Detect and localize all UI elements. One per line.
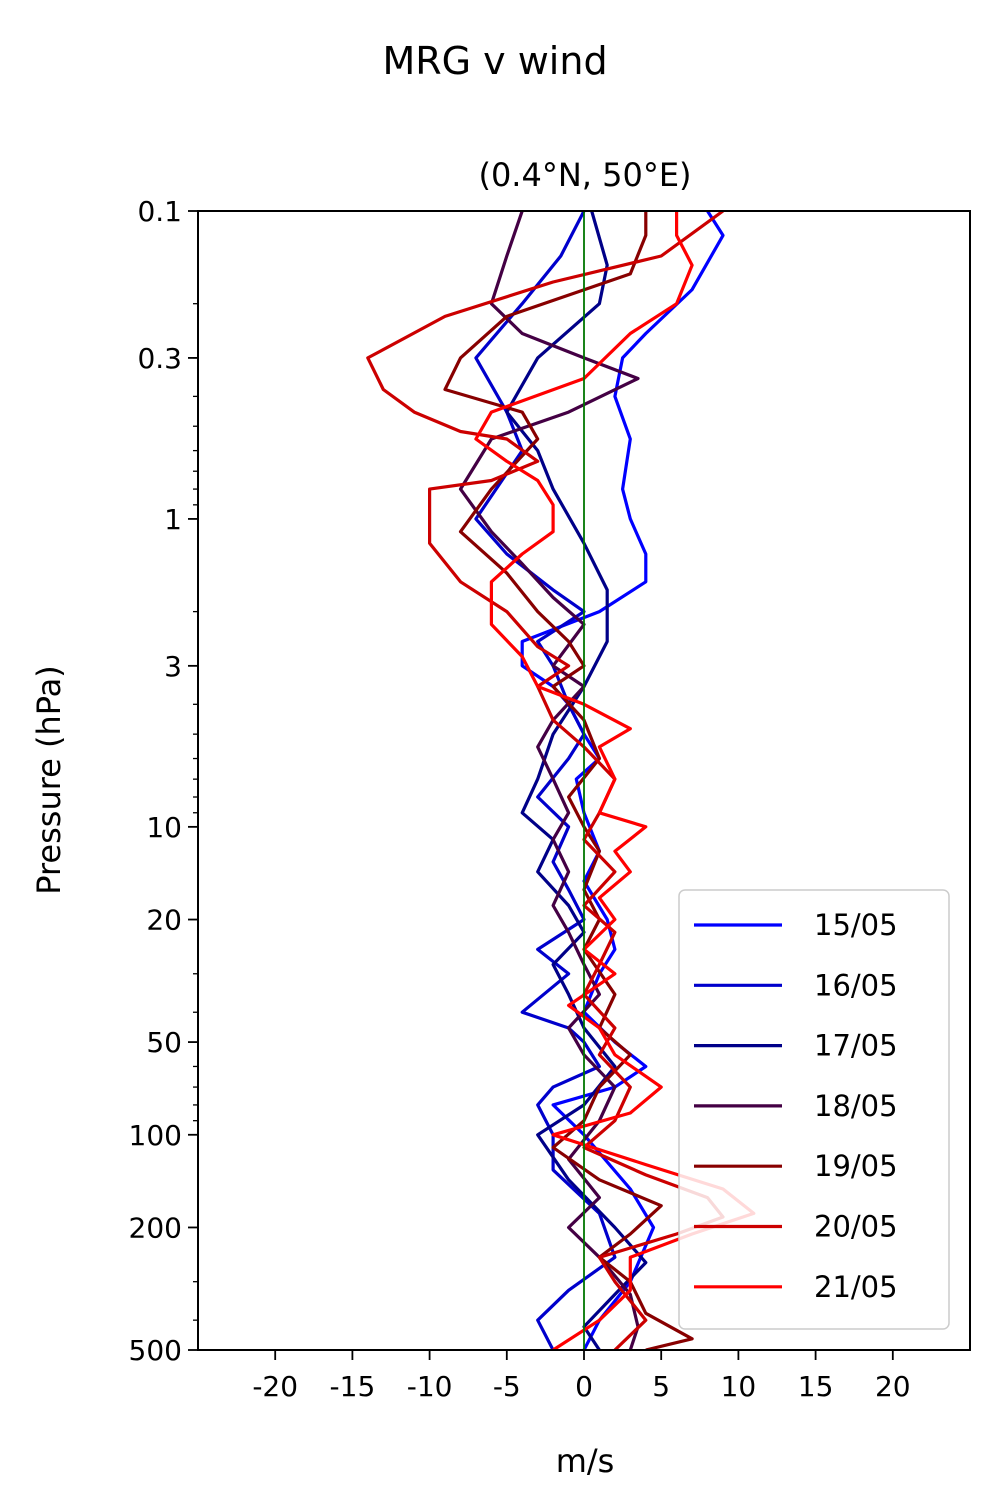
chart-title: (0.4°N, 50°E) [478, 156, 691, 194]
y-tick-label: 200 [129, 1211, 182, 1244]
x-tick-label: 15 [798, 1370, 834, 1403]
x-tick-label: 10 [721, 1370, 757, 1403]
legend-label: 17/05 [814, 1029, 898, 1063]
y-axis-label: Pressure (hPa) [30, 665, 68, 895]
y-tick-label: 50 [146, 1026, 182, 1059]
y-tick-label: 0.1 [137, 195, 182, 228]
x-tick-label: 20 [875, 1370, 911, 1403]
legend-label: 15/05 [814, 908, 898, 942]
legend-label: 19/05 [814, 1149, 898, 1183]
legend-box [678, 889, 950, 1330]
plot-frame [197, 210, 971, 1351]
y-tick-label: 20 [146, 904, 182, 937]
x-tick-label: 5 [652, 1370, 670, 1403]
series-line-1 [520, 211, 725, 1350]
x-axis-label: m/s [556, 1442, 615, 1480]
legend-label: 21/05 [814, 1270, 898, 1304]
y-tick-label: 0.3 [137, 342, 182, 375]
legend: 15/05 16/05 17/05 18/05 19/05 20/05 21/05 [678, 889, 950, 1330]
series-line-2 [474, 211, 617, 1350]
x-axis-ticks: -20 -15 -10 -5 0 5 10 15 20 [252, 1350, 911, 1403]
y-tick-label: 3 [164, 650, 182, 683]
x-tick-label: 0 [575, 1370, 593, 1403]
x-tick-label: -15 [330, 1370, 376, 1403]
legend-label: 20/05 [814, 1210, 898, 1244]
y-tick-label: 10 [146, 811, 182, 844]
chart-suptitle: MRG v wind [382, 39, 607, 83]
x-tick-label: -10 [407, 1370, 453, 1403]
legend-label: 18/05 [814, 1089, 898, 1123]
series-line-6 [366, 211, 725, 1350]
y-tick-label: 100 [129, 1119, 182, 1152]
legend-label: 16/05 [814, 968, 898, 1002]
y-axis-ticks: 0.1 0.3 1 3 10 20 50 100 200 500 [129, 195, 198, 1367]
x-tick-label: -20 [252, 1370, 298, 1403]
series-line-4 [458, 211, 640, 1350]
y-tick-label: 500 [129, 1334, 182, 1367]
x-tick-label: -5 [493, 1370, 521, 1403]
series-line-7 [474, 211, 756, 1350]
y-tick-label: 1 [164, 503, 182, 536]
